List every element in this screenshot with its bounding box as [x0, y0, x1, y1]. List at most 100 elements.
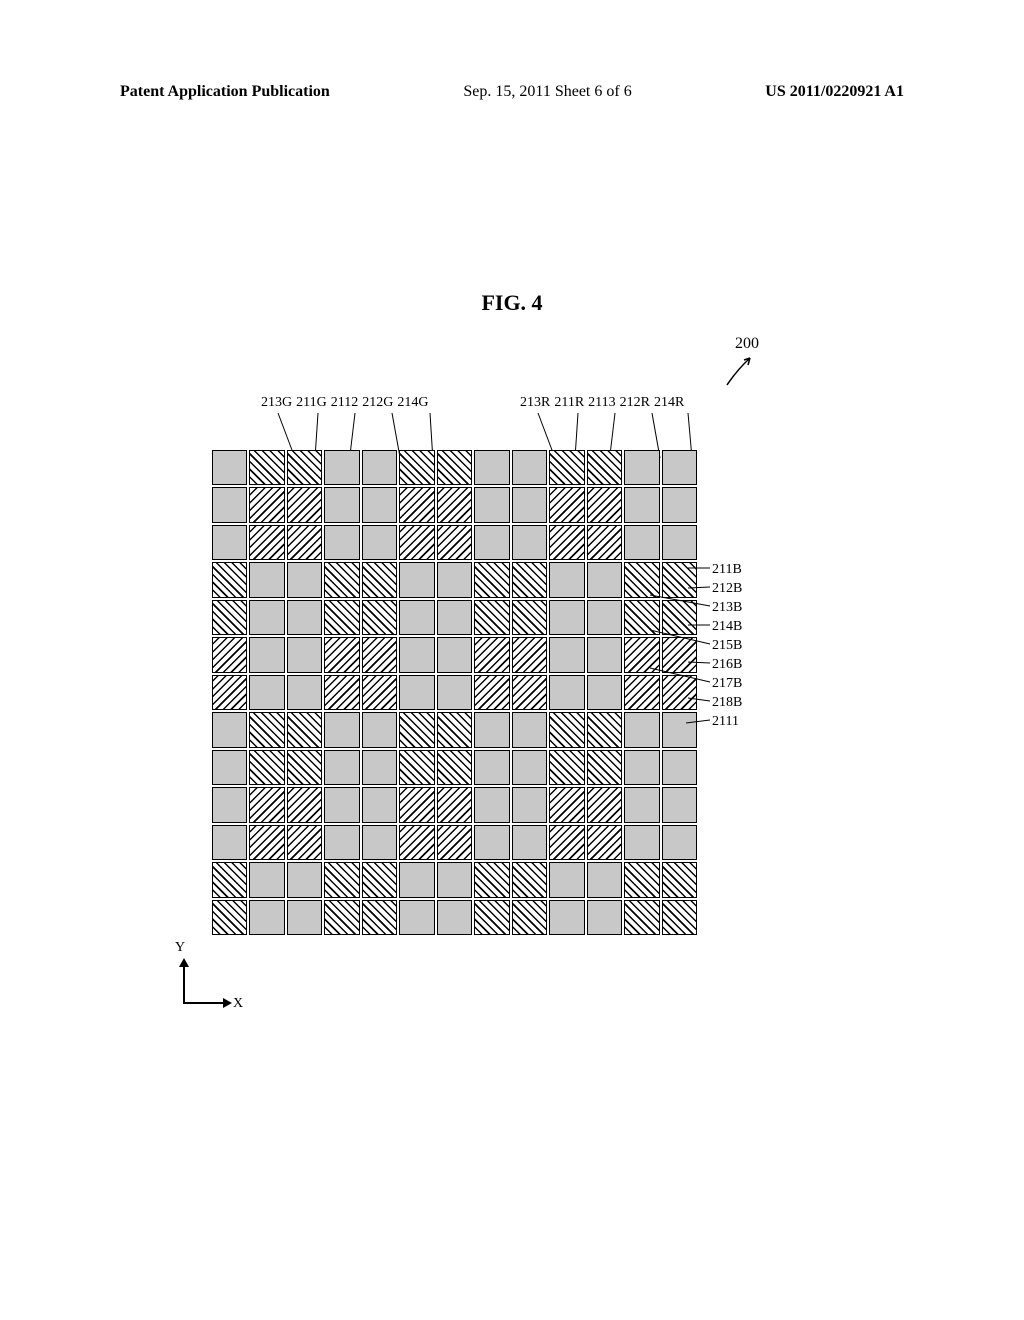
grid-cell: [624, 487, 659, 522]
grid-cell: [437, 712, 472, 747]
grid-cell: [362, 900, 397, 935]
grid-cell: [399, 675, 434, 710]
grid-cell: [399, 825, 434, 860]
axis-x-line: [183, 1002, 225, 1004]
grid-cell: [324, 562, 359, 597]
axis-x-arrow-icon: [223, 998, 232, 1008]
grid-cell: [287, 712, 322, 747]
grid-cell: [212, 675, 247, 710]
grid-cell: [399, 487, 434, 522]
grid-cell: [362, 487, 397, 522]
grid-cell: [324, 825, 359, 860]
page-header: Patent Application Publication Sep. 15, …: [0, 83, 1024, 101]
grid-cell: [399, 525, 434, 560]
grid-cell: [549, 712, 584, 747]
grid-cell: [587, 712, 622, 747]
grid-cell: [624, 750, 659, 785]
right-labels: 211B 212B 213B 214B 215B 216B 217B 218B …: [712, 560, 742, 731]
grid-cell: [549, 862, 584, 897]
grid-cell: [587, 562, 622, 597]
grid-cell: [249, 562, 284, 597]
grid-cell: [437, 900, 472, 935]
grid-cell: [287, 600, 322, 635]
grid-cell: [362, 450, 397, 485]
label-215b: 215B: [712, 636, 742, 655]
label-211r: 211R: [554, 395, 584, 411]
grid-cell: [662, 862, 697, 897]
label-2111: 2111: [712, 712, 742, 731]
grid-cell: [512, 525, 547, 560]
grid-cell: [474, 525, 509, 560]
grid-cell: [549, 750, 584, 785]
grid-cell: [437, 637, 472, 672]
label-217b: 217B: [712, 674, 742, 693]
grid-cell: [587, 825, 622, 860]
label-214r: 214R: [654, 395, 684, 411]
header-center: Sep. 15, 2011 Sheet 6 of 6: [463, 83, 631, 101]
grid-cell: [512, 487, 547, 522]
grid-cell: [212, 787, 247, 822]
grid-cell: [662, 787, 697, 822]
label-216b: 216B: [712, 655, 742, 674]
grid-cell: [662, 450, 697, 485]
grid-cell: [287, 750, 322, 785]
grid-cell: [399, 637, 434, 672]
grid-cell: [287, 900, 322, 935]
grid-cell: [212, 562, 247, 597]
grid-cell: [587, 637, 622, 672]
label-214g: 214G: [397, 395, 428, 411]
grid-cell: [287, 562, 322, 597]
grid-cell: [212, 750, 247, 785]
label-218b: 218B: [712, 693, 742, 712]
header-right: US 2011/0220921 A1: [765, 83, 904, 101]
grid-cell: [399, 750, 434, 785]
grid-cell: [212, 525, 247, 560]
grid-cell: [437, 600, 472, 635]
callout-lines-right: [640, 560, 715, 740]
grid-cell: [362, 637, 397, 672]
grid-cell: [549, 600, 584, 635]
grid-cell: [399, 600, 434, 635]
grid-cell: [324, 712, 359, 747]
pixel-grid-diagram: [212, 450, 697, 935]
grid-cell: [324, 637, 359, 672]
grid-cell: [624, 862, 659, 897]
grid-cell: [512, 675, 547, 710]
grid-cell: [399, 862, 434, 897]
label-213r: 213R: [520, 395, 550, 411]
grid-cell: [362, 862, 397, 897]
grid-cell: [362, 787, 397, 822]
label-214b: 214B: [712, 617, 742, 636]
grid-cell: [437, 750, 472, 785]
top-labels-r: 213R 211R 2113 212R 214R: [520, 395, 688, 411]
grid-cell: [324, 862, 359, 897]
grid-cell: [287, 675, 322, 710]
axis-y-arrow-icon: [179, 958, 189, 967]
grid-cell: [587, 675, 622, 710]
grid-cell: [549, 825, 584, 860]
figure-title: FIG. 4: [481, 290, 542, 316]
grid-cell: [587, 600, 622, 635]
top-labels-g: 213G 211G 2112 212G 214G: [261, 395, 432, 411]
grid-cell: [249, 487, 284, 522]
grid-cell: [249, 862, 284, 897]
grid-cell: [324, 600, 359, 635]
grid-cell: [249, 525, 284, 560]
grid-cell: [324, 787, 359, 822]
grid-cell: [549, 487, 584, 522]
grid-cell: [324, 750, 359, 785]
grid-cell: [324, 450, 359, 485]
grid-cell: [662, 900, 697, 935]
grid-cell: [362, 600, 397, 635]
grid-cell: [624, 825, 659, 860]
grid-cell: [474, 487, 509, 522]
grid-cell: [399, 787, 434, 822]
grid-cell: [399, 712, 434, 747]
grid-cell: [287, 862, 322, 897]
label-212r: 212R: [620, 395, 650, 411]
grid-cell: [512, 600, 547, 635]
grid-cell: [212, 637, 247, 672]
grid-cell: [474, 787, 509, 822]
grid-cell: [512, 787, 547, 822]
grid-cell: [474, 900, 509, 935]
